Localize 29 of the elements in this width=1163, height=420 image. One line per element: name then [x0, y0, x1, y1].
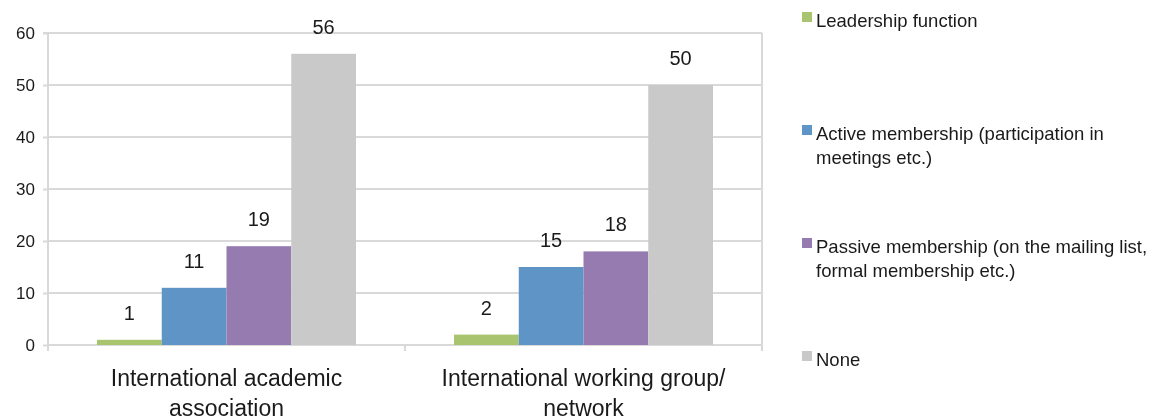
y-tick-label: 0 — [25, 335, 35, 355]
bar — [291, 53, 356, 345]
data-label: 50 — [669, 47, 692, 69]
bar — [518, 267, 584, 345]
legend-label: Leadership function — [816, 10, 978, 31]
x-tick-label: International working group/ network — [441, 365, 727, 420]
data-label: 19 — [247, 208, 270, 231]
data-label: 1 — [123, 301, 135, 324]
y-tick-label: 50 — [16, 75, 35, 95]
y-tick-label: 20 — [16, 231, 35, 251]
bar — [161, 287, 227, 345]
legend-label: None — [816, 349, 861, 370]
data-label: 15 — [540, 229, 563, 251]
y-tick-label: 30 — [16, 179, 35, 199]
legend-label: Passive membership (on the mailing list, formal membership etc.) — [816, 236, 1148, 281]
bar — [97, 339, 162, 345]
data-label: 56 — [312, 15, 335, 38]
bar — [583, 251, 649, 345]
data-label: 11 — [183, 249, 205, 272]
x-tick-label: International academic association — [110, 365, 343, 420]
bar — [648, 85, 713, 345]
bar — [226, 246, 292, 345]
y-tick-label: 40 — [16, 127, 35, 147]
y-tick-label: 60 — [16, 23, 35, 43]
legend-label: Active membership (participation in meetings etc.) — [816, 123, 1104, 168]
data-label: 18 — [604, 213, 627, 236]
bar — [454, 334, 519, 345]
data-label: 2 — [480, 296, 492, 319]
y-tick-label: 10 — [16, 283, 35, 303]
